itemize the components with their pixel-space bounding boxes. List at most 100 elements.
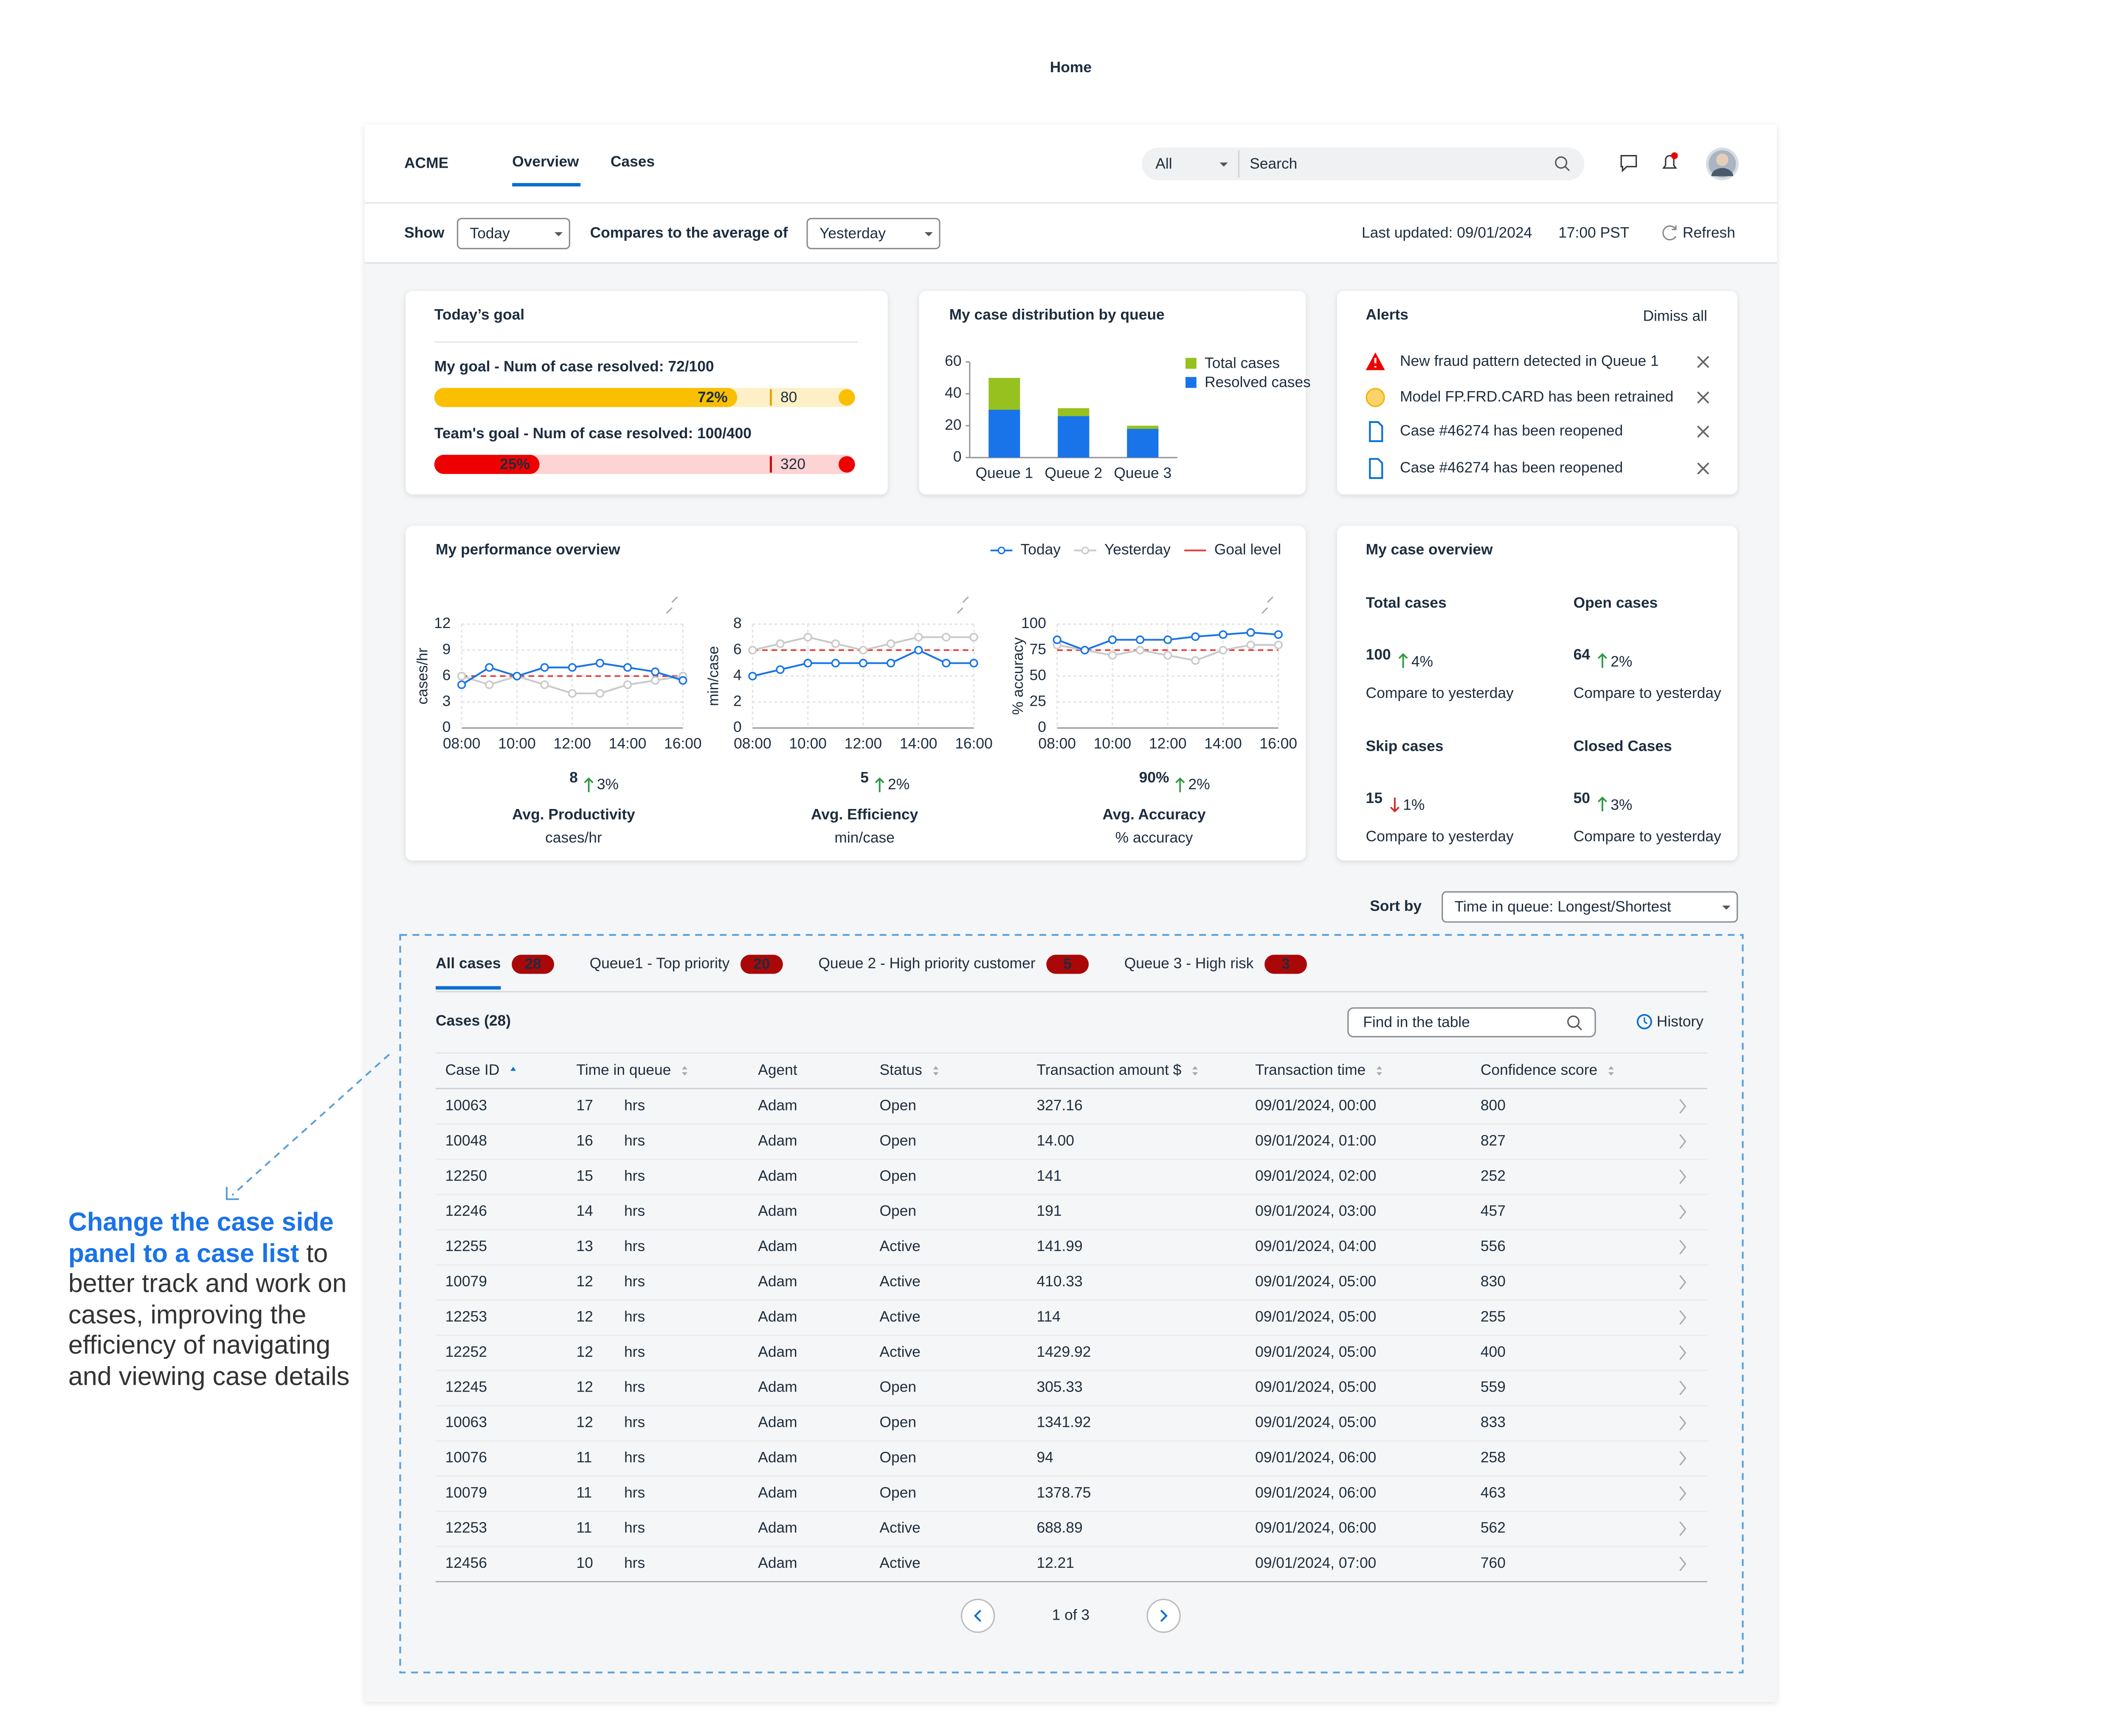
case-id-link[interactable]: 10063 <box>445 1414 487 1431</box>
table-cell: Active <box>880 1555 921 1571</box>
expand-icon[interactable] <box>1261 596 1274 614</box>
table-cell: 556 <box>1481 1238 1506 1254</box>
table-cell: Open <box>880 1167 917 1184</box>
nav-tab[interactable]: Overview <box>512 153 579 170</box>
table-cell: 94 <box>1036 1449 1053 1465</box>
table-cell: 12 <box>576 1379 593 1395</box>
x-tick-label: 12:00 <box>554 735 591 752</box>
sort-select-value: Time in queue: Longest/Shortest <box>1455 899 1671 915</box>
card <box>405 526 1306 861</box>
count-badge-label: 28 <box>524 956 541 972</box>
stat-value: 100 <box>1366 646 1391 663</box>
table-cell: 09/01/2024, 03:00 <box>1255 1203 1376 1219</box>
row-chevron[interactable] <box>1679 1275 1687 1290</box>
close-icon[interactable] <box>1697 462 1709 475</box>
y-tick-label: 6 <box>442 667 451 683</box>
table-cell: 800 <box>1481 1097 1506 1114</box>
table-cell: Open <box>880 1449 917 1465</box>
expand-icon[interactable] <box>666 596 678 614</box>
dismiss-all[interactable]: Dimiss all <box>1643 308 1707 324</box>
table-cell: 14.00 <box>1036 1132 1074 1149</box>
close-icon[interactable] <box>1697 356 1709 368</box>
close-icon[interactable] <box>1697 426 1709 438</box>
case-id-link[interactable]: 10079 <box>445 1273 487 1290</box>
refresh-button[interactable]: Refresh <box>1683 224 1735 241</box>
row-chevron[interactable] <box>1679 1556 1687 1571</box>
refresh-icon <box>1662 225 1677 241</box>
show-select[interactable] <box>456 218 570 249</box>
row-chevron[interactable] <box>1679 1451 1687 1466</box>
column-header[interactable]: Confidence score <box>1481 1062 1597 1078</box>
next-page[interactable] <box>1146 1598 1181 1633</box>
y-tick-label: 9 <box>442 641 451 657</box>
case-tab[interactable]: Queue1 - Top priority <box>590 955 730 972</box>
stat-note: Compare to yesterday <box>1366 828 1514 845</box>
case-tab[interactable]: Queue 3 - High risk <box>1124 955 1254 972</box>
compare-select[interactable] <box>806 218 940 249</box>
sort-select[interactable] <box>1442 891 1738 923</box>
notification-icon[interactable] <box>1662 155 1678 169</box>
case-id-link[interactable]: 10048 <box>445 1132 487 1149</box>
point <box>540 680 549 689</box>
column-header[interactable]: Agent <box>758 1062 797 1078</box>
column-header[interactable]: Time in queue <box>576 1062 671 1078</box>
case-id-link[interactable]: 12245 <box>445 1379 487 1395</box>
point <box>1135 635 1145 644</box>
y-tick-label: 0 <box>1038 719 1046 736</box>
table-search[interactable] <box>1347 1007 1596 1037</box>
table-cell: 09/01/2024, 06:00 <box>1255 1519 1376 1536</box>
caret <box>554 232 563 237</box>
case-id-link[interactable]: 10076 <box>445 1449 487 1465</box>
row-chevron[interactable] <box>1679 1416 1687 1431</box>
point <box>803 659 812 668</box>
case-id-link[interactable]: 10063 <box>445 1097 487 1114</box>
feedback-icon[interactable] <box>1620 155 1637 172</box>
alert-icon <box>1366 388 1385 407</box>
table-cell: 1429.92 <box>1036 1344 1091 1360</box>
row-chevron[interactable] <box>1679 1310 1687 1325</box>
nav-tab[interactable]: Cases <box>611 153 655 170</box>
point <box>886 659 895 668</box>
history-icon <box>1636 1014 1652 1029</box>
case-id-link[interactable]: 12246 <box>445 1203 487 1219</box>
row-chevron[interactable] <box>1679 1381 1687 1395</box>
case-id-link[interactable]: 10079 <box>445 1484 487 1501</box>
case-id-link[interactable]: 12253 <box>445 1519 487 1536</box>
row-chevron[interactable] <box>1679 1345 1687 1360</box>
row-chevron[interactable] <box>1679 1204 1687 1219</box>
case-tab[interactable]: Queue 2 - High priority customer <box>818 955 1035 972</box>
kpi-value: 5 <box>860 769 869 786</box>
case-id-link[interactable]: 12253 <box>445 1308 487 1325</box>
point <box>1163 651 1172 660</box>
table-cell: hrs <box>624 1097 645 1114</box>
table-cell: 09/01/2024, 01:00 <box>1255 1132 1376 1149</box>
case-id-link[interactable]: 12252 <box>445 1344 487 1360</box>
history-button[interactable]: History <box>1657 1013 1703 1030</box>
column-header[interactable]: Transaction amount $ <box>1036 1062 1181 1078</box>
case-id-link[interactable]: 12255 <box>445 1238 487 1254</box>
row-chevron[interactable] <box>1679 1240 1687 1254</box>
point <box>595 689 605 698</box>
case-tab[interactable]: All cases <box>436 955 501 972</box>
search-icon <box>1565 166 1570 172</box>
row-chevron[interactable] <box>1679 1099 1687 1114</box>
row-chevron[interactable] <box>1679 1134 1687 1149</box>
close-icon[interactable] <box>1697 391 1709 404</box>
sort-icon <box>510 1066 516 1071</box>
prev-page[interactable] <box>960 1598 995 1633</box>
column-header[interactable]: Case ID <box>445 1062 500 1078</box>
row-chevron[interactable] <box>1679 1169 1687 1184</box>
case-id-link[interactable]: 12456 <box>445 1555 487 1571</box>
table-cell: Adam <box>758 1238 797 1254</box>
sort-icon <box>933 1066 939 1076</box>
column-header[interactable]: Status <box>880 1062 922 1078</box>
table-cell: 09/01/2024, 06:00 <box>1255 1484 1376 1501</box>
y-tick-label: 4 <box>733 667 742 683</box>
point <box>969 659 978 668</box>
column-header[interactable]: Transaction time <box>1255 1062 1366 1078</box>
search-box[interactable] <box>1142 147 1585 180</box>
row-chevron[interactable] <box>1679 1486 1687 1501</box>
case-id-link[interactable]: 12250 <box>445 1167 487 1184</box>
expand-icon[interactable] <box>957 596 969 614</box>
row-chevron[interactable] <box>1679 1521 1687 1536</box>
